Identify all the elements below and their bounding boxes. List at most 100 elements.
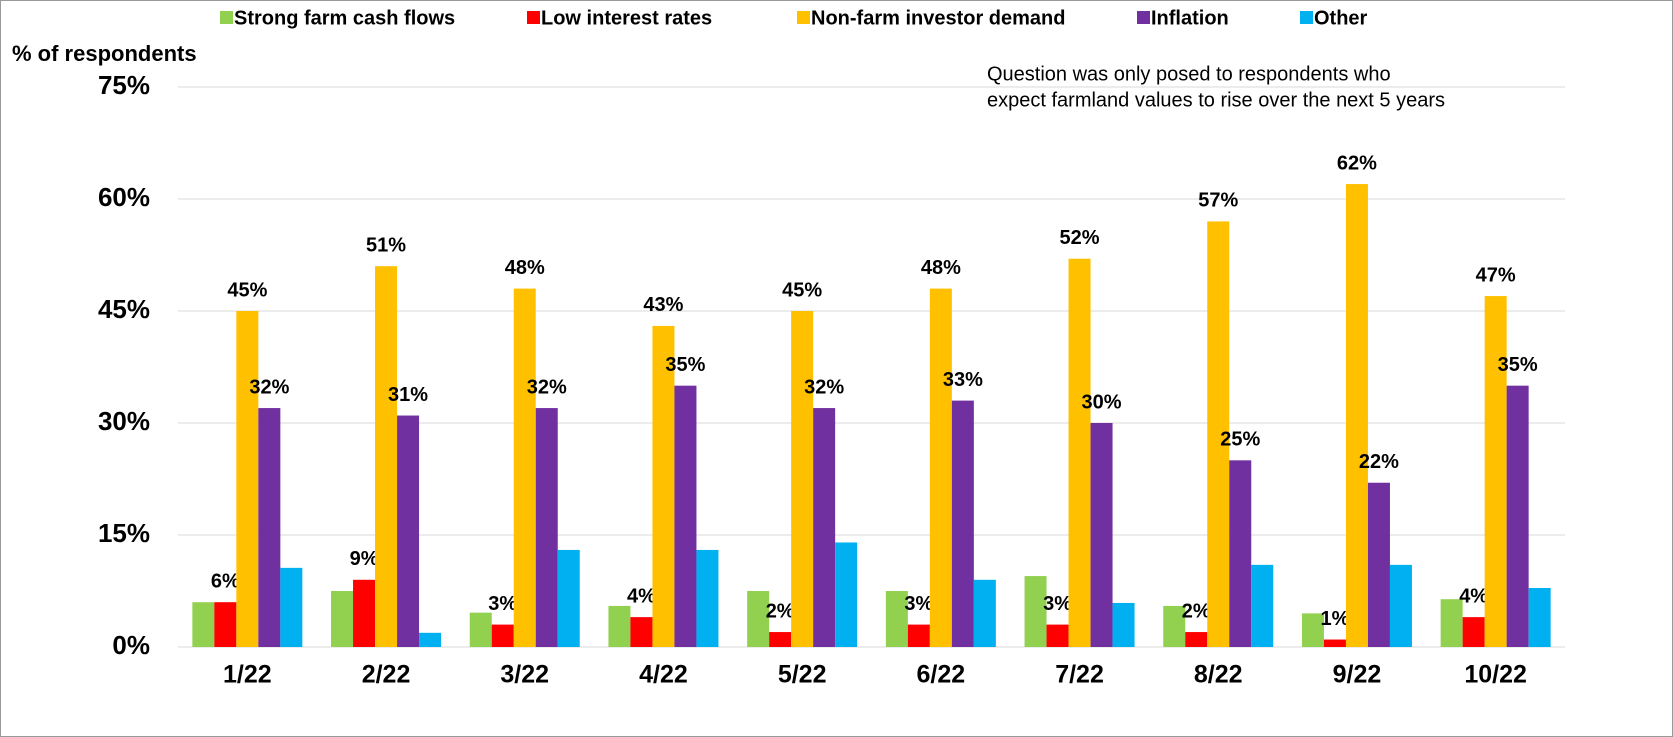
data-label: 51% bbox=[366, 234, 406, 256]
bar bbox=[769, 632, 791, 647]
bar bbox=[514, 289, 536, 647]
bar bbox=[375, 266, 397, 647]
data-label: 45% bbox=[227, 279, 267, 301]
bar bbox=[419, 633, 441, 647]
legend-swatch bbox=[797, 11, 810, 24]
bar bbox=[214, 602, 236, 647]
data-label: 1% bbox=[1320, 608, 1349, 630]
bar bbox=[1507, 386, 1529, 647]
data-label: 48% bbox=[505, 257, 545, 279]
bar bbox=[608, 606, 630, 647]
bar bbox=[397, 416, 419, 647]
data-label: 31% bbox=[388, 384, 428, 406]
legend-label: Other bbox=[1314, 7, 1368, 29]
bar bbox=[470, 613, 492, 647]
x-tick-label: 10/22 bbox=[1464, 661, 1527, 689]
data-label: 4% bbox=[627, 585, 656, 607]
bar bbox=[1390, 565, 1412, 647]
data-label: 33% bbox=[943, 369, 983, 391]
bar bbox=[536, 408, 558, 647]
x-tick-label: 5/22 bbox=[778, 661, 827, 689]
data-label: 32% bbox=[804, 376, 844, 398]
data-label: 6% bbox=[211, 570, 240, 592]
data-label: 52% bbox=[1060, 227, 1100, 249]
bar bbox=[492, 625, 514, 647]
bar bbox=[974, 580, 996, 647]
data-label: 2% bbox=[766, 600, 795, 622]
chart: % of respondents Question was only posed… bbox=[0, 0, 1673, 737]
bar bbox=[835, 542, 857, 647]
bar bbox=[1091, 423, 1113, 647]
data-label: 43% bbox=[643, 294, 683, 316]
data-label: 48% bbox=[921, 257, 961, 279]
x-tick-label: 8/22 bbox=[1194, 661, 1243, 689]
y-tick-label: 0% bbox=[112, 630, 150, 660]
data-label: 2% bbox=[1182, 600, 1211, 622]
legend-label: Low interest rates bbox=[541, 7, 712, 29]
data-label: 45% bbox=[782, 279, 822, 301]
bar bbox=[1346, 184, 1368, 647]
x-tick-label: 1/22 bbox=[223, 661, 272, 689]
legend-swatch bbox=[1137, 11, 1150, 24]
bar bbox=[813, 408, 835, 647]
x-tick-label: 7/22 bbox=[1055, 661, 1104, 689]
legend-swatch bbox=[1300, 11, 1313, 24]
data-label: 32% bbox=[249, 376, 289, 398]
bar bbox=[1485, 296, 1507, 647]
data-label: 3% bbox=[904, 593, 933, 615]
data-label: 3% bbox=[1043, 593, 1072, 615]
data-label: 57% bbox=[1198, 190, 1238, 212]
bar bbox=[558, 550, 580, 647]
x-tick-label: 6/22 bbox=[917, 661, 966, 689]
data-label: 32% bbox=[527, 376, 567, 398]
data-label: 30% bbox=[1082, 391, 1122, 413]
bar bbox=[930, 289, 952, 647]
bar bbox=[1185, 632, 1207, 647]
bar bbox=[696, 550, 718, 647]
bar bbox=[1529, 588, 1551, 647]
y-tick-label: 45% bbox=[98, 294, 150, 324]
bar bbox=[952, 401, 974, 647]
data-label: 4% bbox=[1459, 585, 1488, 607]
y-tick-label: 30% bbox=[98, 406, 150, 436]
bar bbox=[280, 568, 302, 647]
bar bbox=[236, 311, 258, 647]
bar bbox=[674, 386, 696, 647]
x-tick-label: 3/22 bbox=[500, 661, 549, 689]
y-tick-label: 15% bbox=[98, 518, 150, 548]
data-label: 25% bbox=[1220, 429, 1260, 451]
bar bbox=[1069, 259, 1091, 647]
bar bbox=[1324, 640, 1346, 647]
bar bbox=[192, 602, 214, 647]
x-tick-label: 4/22 bbox=[639, 661, 688, 689]
legend-swatch bbox=[220, 11, 233, 24]
bar bbox=[1229, 460, 1251, 647]
bar bbox=[791, 311, 813, 647]
legend-label: Inflation bbox=[1151, 7, 1229, 29]
bar bbox=[1463, 617, 1485, 647]
data-label: 47% bbox=[1476, 264, 1516, 286]
x-tick-label: 9/22 bbox=[1333, 661, 1382, 689]
data-label: 3% bbox=[488, 593, 517, 615]
annotation: Question was only posed to respondents w… bbox=[987, 63, 1391, 85]
y-tick-label: 60% bbox=[98, 182, 150, 212]
bar bbox=[1113, 603, 1135, 647]
data-label: 9% bbox=[350, 548, 379, 570]
bar bbox=[908, 625, 930, 647]
data-label: 22% bbox=[1359, 451, 1399, 473]
legend-label: Non-farm investor demand bbox=[811, 7, 1065, 29]
annotation: expect farmland values to rise over the … bbox=[987, 89, 1445, 111]
legend-label: Strong farm cash flows bbox=[234, 7, 455, 29]
x-tick-label: 2/22 bbox=[362, 661, 411, 689]
data-label: 35% bbox=[1498, 354, 1538, 376]
bar bbox=[1368, 483, 1390, 647]
y-tick-label: 75% bbox=[98, 70, 150, 100]
bar bbox=[258, 408, 280, 647]
bar bbox=[1251, 565, 1273, 647]
data-label: 62% bbox=[1337, 152, 1377, 174]
y-axis-label: % of respondents bbox=[12, 41, 197, 66]
bar bbox=[353, 580, 375, 647]
bar bbox=[1047, 625, 1069, 647]
bar bbox=[630, 617, 652, 647]
data-label: 35% bbox=[665, 354, 705, 376]
